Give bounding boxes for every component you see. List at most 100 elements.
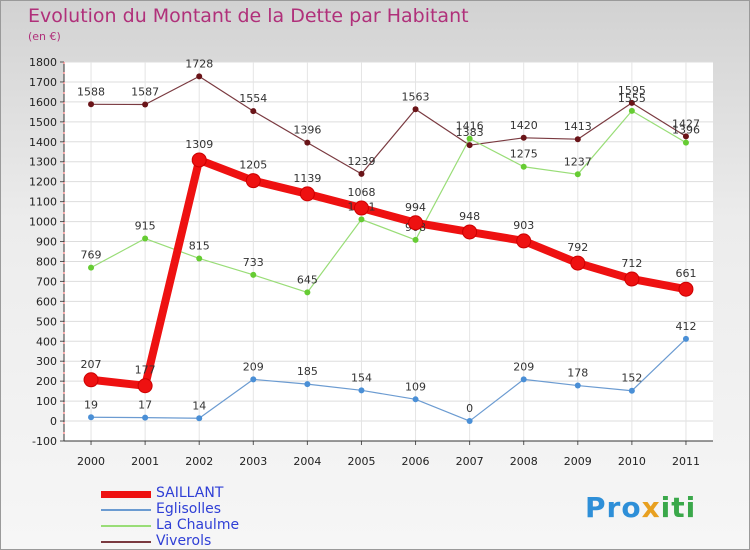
- y-tick-label: 1500: [29, 116, 57, 129]
- x-tick-label: 2005: [347, 455, 375, 468]
- plot-area: [64, 62, 713, 441]
- data-point-eglisolles: [250, 376, 257, 383]
- data-label-viverols: 1427: [672, 117, 700, 130]
- data-label-viverols: 1595: [618, 84, 646, 97]
- y-tick-label: 1800: [29, 56, 57, 69]
- data-label-saillant: 207: [81, 358, 102, 371]
- data-label-saillant: 1139: [293, 172, 321, 185]
- data-label-la-chaulme: 1275: [510, 148, 538, 161]
- data-label-eglisolles: 209: [513, 360, 534, 373]
- data-point-viverols: [304, 139, 311, 146]
- data-point-eglisolles: [466, 418, 473, 425]
- data-point-eglisolles: [628, 387, 635, 394]
- data-label-saillant: 177: [135, 364, 156, 377]
- data-point-viverols: [628, 99, 635, 106]
- data-label-saillant: 948: [459, 210, 480, 223]
- x-tick-label: 2000: [77, 455, 105, 468]
- data-label-saillant: 903: [513, 219, 534, 232]
- x-tick-label: 2009: [564, 455, 592, 468]
- data-label-viverols: 1587: [131, 85, 159, 98]
- y-tick-label: 100: [36, 395, 57, 408]
- legend-swatch: [101, 541, 151, 543]
- data-label-la-chaulme: 1416: [456, 120, 484, 133]
- x-tick-label: 2004: [293, 455, 321, 468]
- data-label-eglisolles: 412: [675, 320, 696, 333]
- proxiti-logo: Proxiti: [585, 491, 697, 524]
- data-label-eglisolles: 152: [621, 372, 642, 385]
- y-tick-label: 1700: [29, 76, 57, 89]
- data-point-viverols: [466, 142, 473, 149]
- data-point-saillant: [245, 173, 261, 189]
- data-label-eglisolles: 109: [405, 380, 426, 393]
- x-tick-label: 2001: [131, 455, 159, 468]
- data-label-la-chaulme: 1237: [564, 155, 592, 168]
- data-point-viverols: [520, 134, 527, 141]
- data-point-eglisolles: [142, 414, 149, 421]
- legend-swatch: [101, 525, 151, 527]
- data-label-saillant: 1068: [347, 186, 375, 199]
- data-label-viverols: 1383: [456, 126, 484, 139]
- data-point-viverols: [574, 136, 581, 143]
- y-tick-label: 900: [36, 236, 57, 249]
- data-point-viverols: [682, 133, 689, 140]
- chart-unit-label: (en €): [28, 30, 61, 43]
- data-label-viverols: 1588: [77, 85, 105, 98]
- data-point-saillant: [408, 215, 424, 231]
- data-point-la-chaulme: [466, 135, 473, 142]
- data-point-viverols: [250, 108, 257, 115]
- y-tick-label: 400: [36, 335, 57, 348]
- y-tick-label: 1300: [29, 156, 57, 169]
- y-tick-label: 1600: [29, 96, 57, 109]
- y-tick-label: 200: [36, 375, 57, 388]
- data-label-viverols: 1239: [347, 155, 375, 168]
- data-label-saillant: 792: [567, 241, 588, 254]
- data-label-la-chaulme: 915: [135, 220, 156, 233]
- data-point-la-chaulme: [250, 271, 257, 278]
- data-point-la-chaulme: [412, 236, 419, 243]
- data-label-eglisolles: 19: [84, 398, 98, 411]
- legend-label: La Chaulme: [156, 517, 240, 533]
- data-point-la-chaulme: [520, 163, 527, 170]
- data-label-la-chaulme: 733: [243, 256, 264, 269]
- data-label-la-chaulme: 1555: [618, 92, 646, 105]
- y-tick-label: 500: [36, 315, 57, 328]
- data-label-saillant: 1309: [185, 138, 213, 151]
- data-point-eglisolles: [520, 376, 527, 383]
- y-tick-label: 1400: [29, 136, 57, 149]
- data-label-saillant: 712: [621, 257, 642, 270]
- data-point-eglisolles: [304, 381, 311, 388]
- y-tick-label: 0: [50, 415, 57, 428]
- data-label-viverols: 1413: [564, 120, 592, 133]
- data-label-eglisolles: 17: [138, 399, 152, 412]
- data-label-eglisolles: 178: [567, 367, 588, 380]
- series-line-eglisolles: [90, 338, 687, 422]
- x-tick-label: 2007: [456, 455, 484, 468]
- x-tick-label: 2002: [185, 455, 213, 468]
- series-line-saillant: [87, 155, 690, 390]
- data-point-eglisolles: [682, 335, 689, 342]
- data-label-saillant: 1205: [239, 159, 267, 172]
- data-point-saillant: [624, 271, 640, 287]
- y-tick-label: 700: [36, 275, 57, 288]
- data-point-la-chaulme: [574, 171, 581, 178]
- data-label-saillant: 994: [405, 201, 426, 214]
- data-label-la-chaulme: 645: [297, 273, 318, 286]
- y-tick-label: 1100: [29, 196, 57, 209]
- data-point-la-chaulme: [88, 264, 95, 271]
- y-tick-label: 1000: [29, 216, 57, 229]
- x-tick-label: 2011: [672, 455, 700, 468]
- data-point-la-chaulme: [142, 235, 149, 242]
- legend-swatch: [101, 490, 151, 498]
- y-tick-label: 1200: [29, 176, 57, 189]
- data-label-viverols: 1563: [402, 90, 430, 103]
- data-label-viverols: 1396: [293, 124, 321, 137]
- data-point-saillant: [462, 224, 478, 240]
- data-point-eglisolles: [196, 415, 203, 422]
- data-label-eglisolles: 14: [192, 399, 206, 412]
- data-point-saillant: [678, 281, 694, 297]
- x-tick-label: 2008: [510, 455, 538, 468]
- legend-label: SAILLANT: [156, 485, 224, 501]
- x-tick-label: 2003: [239, 455, 267, 468]
- data-label-la-chaulme: 815: [189, 239, 210, 252]
- data-label-la-chaulme: 1396: [672, 124, 700, 137]
